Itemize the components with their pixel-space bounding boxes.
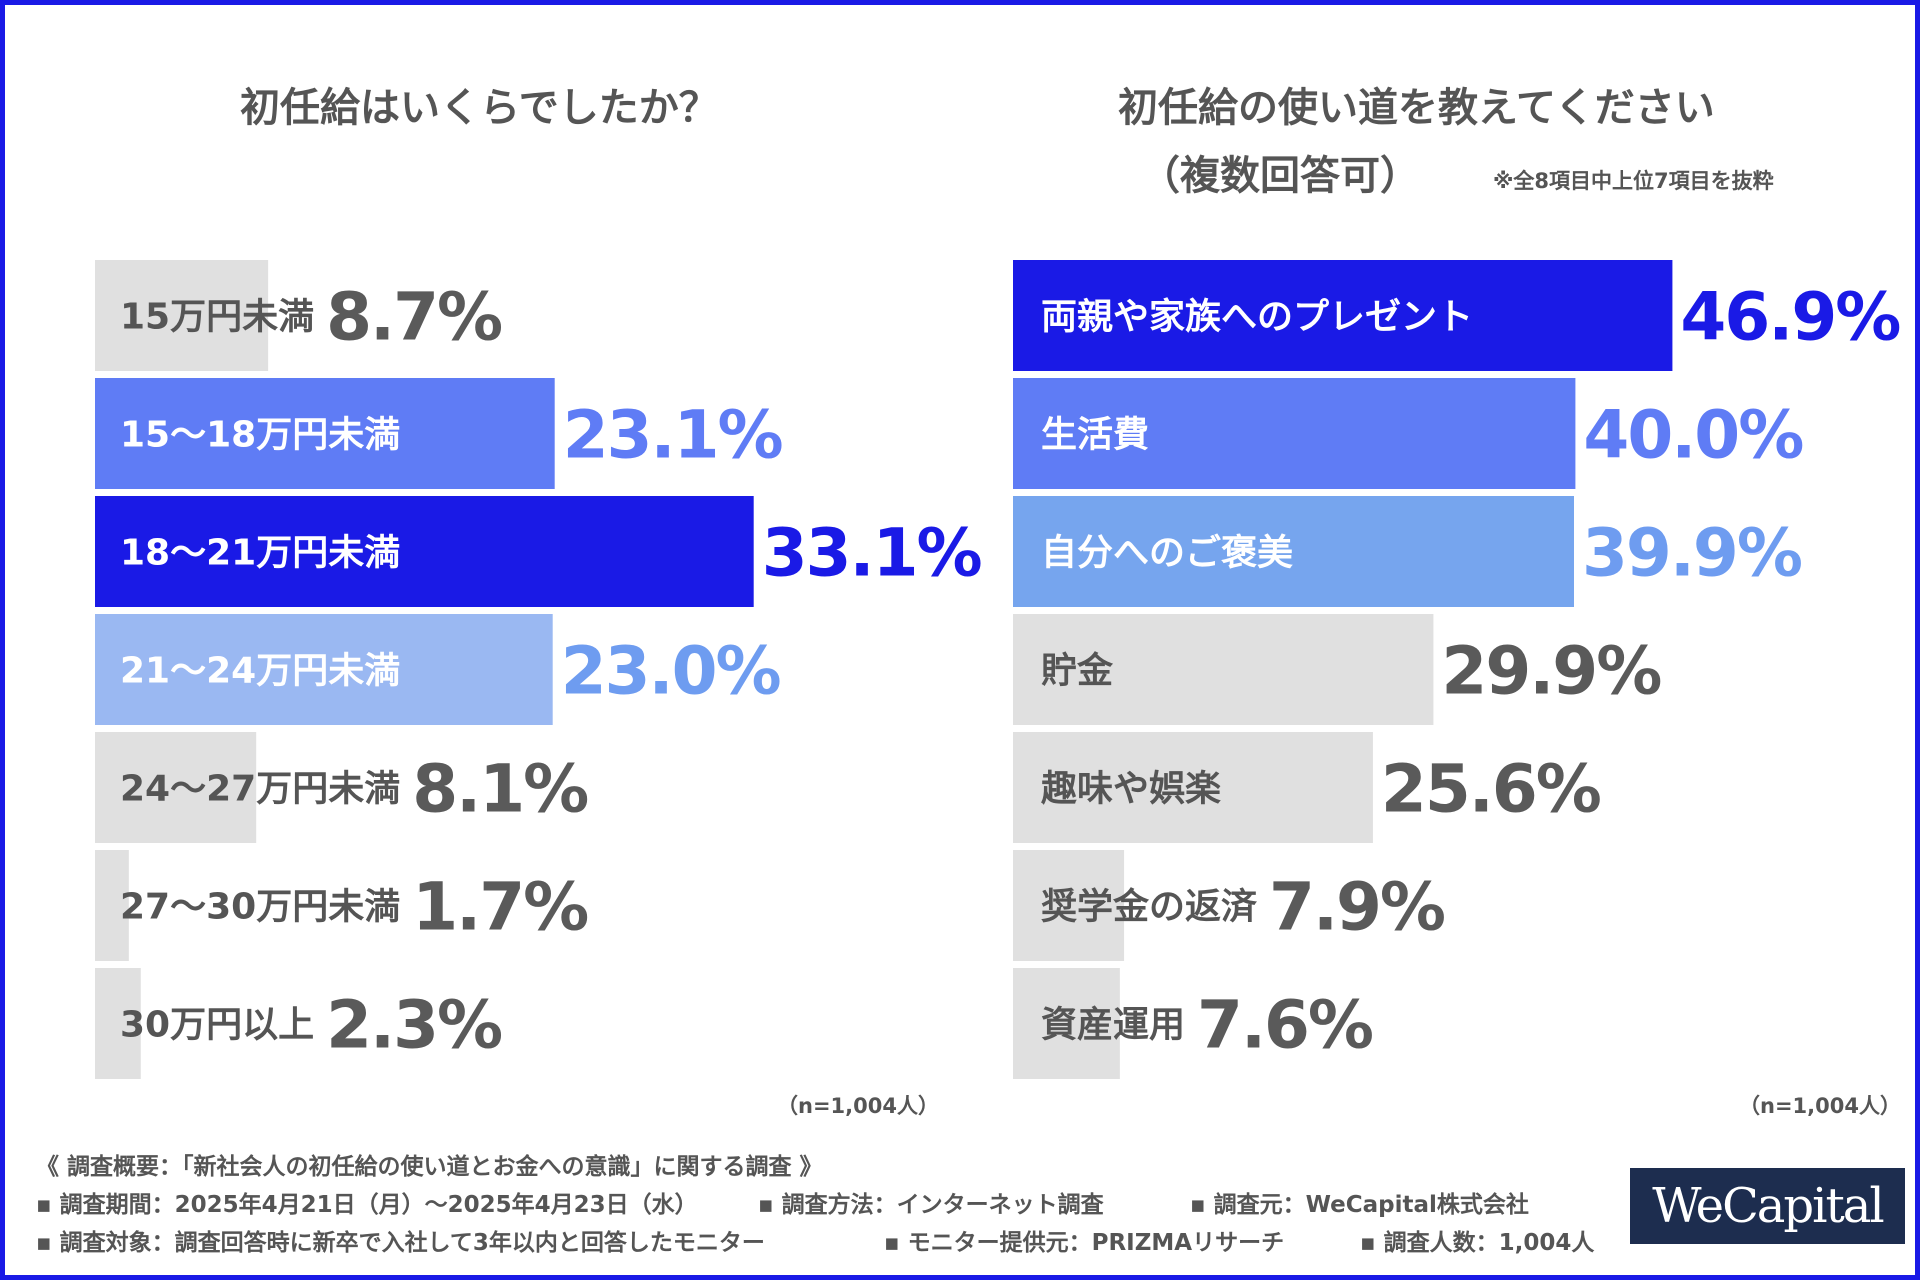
survey-source: ▪ 調査元：WeCapital株式会社 bbox=[1190, 1192, 1529, 1218]
usage-category-label-7: 資産運用 bbox=[1041, 1005, 1185, 1046]
left-chart: 15万円未満 8.7% 15～18万円未満 23.1% 18～21万円未満 33.1% 21… bbox=[95, 260, 984, 1079]
usage-bar-5 bbox=[1013, 732, 1373, 843]
survey-method: ▪ 調査方法：インターネット調査 bbox=[758, 1192, 1104, 1218]
survey-target: ▪ 調査対象：調査回答時に新卒で入社して3年以内と回答したモニター bbox=[36, 1230, 765, 1256]
salary-value-label-7: 2.3% bbox=[326, 987, 502, 1064]
usage-category-label-4: 貯金 bbox=[1041, 650, 1114, 692]
usage-bar-3 bbox=[1013, 496, 1574, 607]
usage-bar-1 bbox=[1013, 260, 1673, 371]
survey-provider: ▪ モニター提供元：PRIZMAリサーチ bbox=[884, 1230, 1285, 1256]
salary-category-label-2: 15～18万円未満 bbox=[120, 415, 400, 456]
usage-category-label-1: 両親や家族へのプレゼント bbox=[1041, 297, 1473, 338]
usage-bar-2 bbox=[1013, 378, 1576, 489]
usage-bar-7 bbox=[1013, 968, 1120, 1079]
salary-category-label-1: 15万円未満 bbox=[120, 297, 314, 338]
survey-summary-row-1: ▪ 調査期間：2025年4月21日（月）～2025年4月23日（水） ▪ 調査方… bbox=[36, 1186, 1596, 1224]
right-chart: 両親や家族へのプレゼント 46.9% 生活費 40.0% 自分へのご褒美 39.9% 貯金 2… bbox=[1013, 260, 1902, 1079]
salary-category-label-7: 30万円以上 bbox=[120, 1005, 314, 1046]
salary-value-label-2: 23.1% bbox=[563, 397, 783, 474]
salary-bar-7 bbox=[95, 968, 141, 1079]
salary-value-label-4: 23.0% bbox=[561, 633, 781, 710]
usage-value-label-7: 7.6% bbox=[1197, 987, 1373, 1064]
usage-value-label-6: 7.9% bbox=[1269, 869, 1445, 946]
salary-value-label-6: 1.7% bbox=[412, 869, 588, 946]
survey-count: ▪ 調査人数：1,004人 bbox=[1360, 1230, 1595, 1256]
usage-category-label-3: 自分へのご褒美 bbox=[1041, 533, 1293, 574]
salary-bar-6 bbox=[95, 850, 129, 961]
salary-category-label-6: 27～30万円未満 bbox=[120, 887, 400, 928]
right-chart-title: 初任給の使い道を教えてください bbox=[1118, 85, 1715, 131]
usage-category-label-5: 趣味や娯楽 bbox=[1041, 769, 1221, 810]
wecapital-logo: WeCapital bbox=[1630, 1168, 1905, 1244]
salary-bar-2 bbox=[95, 378, 555, 489]
salary-bar-4 bbox=[95, 614, 553, 725]
survey-summary-row-2: ▪ 調査対象：調査回答時に新卒で入社して3年以内と回答したモニター ▪ モニター… bbox=[36, 1224, 1596, 1262]
right-chart-note: ※全8項目中上位7項目を抜粋 bbox=[1493, 169, 1774, 193]
usage-value-label-2: 40.0% bbox=[1583, 397, 1803, 474]
left-chart-sample-size: （n=1,004人） bbox=[777, 1094, 939, 1118]
salary-category-label-3: 18～21万円未満 bbox=[120, 533, 400, 574]
salary-value-label-1: 8.7% bbox=[326, 279, 502, 356]
survey-period: ▪ 調査期間：2025年4月21日（月）～2025年4月23日（水） bbox=[36, 1192, 698, 1218]
salary-category-label-5: 24～27万円未満 bbox=[120, 769, 400, 810]
salary-value-label-3: 33.1% bbox=[762, 515, 982, 592]
right-chart-subtitle: （複数回答可） bbox=[1140, 153, 1420, 199]
right-chart-sample-size: （n=1,004人） bbox=[1739, 1094, 1901, 1118]
salary-value-label-5: 8.1% bbox=[412, 751, 588, 828]
usage-category-label-2: 生活費 bbox=[1041, 415, 1149, 456]
salary-category-label-4: 21～24万円未満 bbox=[120, 651, 400, 692]
usage-value-label-3: 39.9% bbox=[1582, 515, 1802, 592]
survey-summary-heading: 《 調査概要：「新社会人の初任給の使い道とお金への意識」に関する調査 》 bbox=[36, 1154, 823, 1180]
salary-bar-5 bbox=[95, 732, 257, 843]
salary-bar-3 bbox=[95, 496, 754, 607]
usage-value-label-4: 29.9% bbox=[1441, 633, 1661, 710]
usage-category-label-6: 奨学金の返済 bbox=[1041, 886, 1257, 928]
salary-bar-1 bbox=[95, 260, 269, 371]
usage-value-label-5: 25.6% bbox=[1381, 751, 1601, 828]
usage-value-label-1: 46.9% bbox=[1680, 279, 1900, 356]
usage-bar-4 bbox=[1013, 614, 1434, 725]
left-chart-title: 初任給はいくらでしたか？ bbox=[240, 85, 719, 131]
survey-summary: 《 調査概要：「新社会人の初任給の使い道とお金への意識」に関する調査 》 ▪ 調… bbox=[36, 1148, 1596, 1262]
usage-bar-6 bbox=[1013, 850, 1125, 961]
